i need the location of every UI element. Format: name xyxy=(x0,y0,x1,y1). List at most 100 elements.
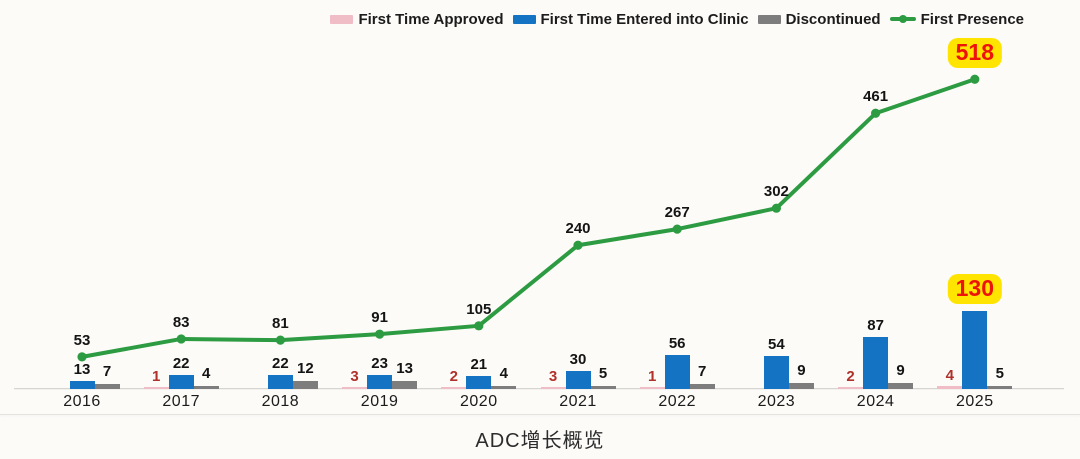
legend-line-marker-icon xyxy=(889,14,916,24)
label-approved-2020: 2 xyxy=(449,367,458,385)
year-label-2017: 2017 xyxy=(162,393,200,410)
label-approved-2021: 3 xyxy=(548,367,558,385)
legend-item-0: First Time Approved xyxy=(330,10,504,28)
label-approved-2025: 4 xyxy=(945,367,954,385)
label-clinic-2024: 87 xyxy=(867,316,884,334)
bar-discontinued-2024 xyxy=(888,383,914,389)
bar-approved-2017 xyxy=(143,386,169,389)
label-clinic-2017: 22 xyxy=(172,355,190,373)
bar-discontinued-2025 xyxy=(987,385,1013,389)
line-point-2018 xyxy=(275,335,285,345)
label-presence-2020: 105 xyxy=(466,300,492,318)
label-presence-2024: 461 xyxy=(863,88,889,106)
chart-legend: First Time Approved First Time Entered in… xyxy=(330,7,1024,31)
label-discontinued-2016: 7 xyxy=(102,363,112,381)
bar-discontinued-2017 xyxy=(193,386,219,389)
bar-clinic-2021 xyxy=(565,370,591,389)
label-presence-2018: 81 xyxy=(272,315,289,333)
year-label-2022: 2022 xyxy=(658,393,696,410)
legend-item-2: Discontinued xyxy=(757,10,881,28)
bar-clinic-2023 xyxy=(763,356,789,389)
bar-clinic-2024 xyxy=(863,336,889,389)
label-presence-2025: 518 xyxy=(947,38,1002,69)
bar-approved-2019 xyxy=(342,386,368,389)
line-point-2024 xyxy=(871,108,881,118)
label-approved-2019: 3 xyxy=(350,367,359,385)
label-presence-2021: 240 xyxy=(565,220,591,238)
legend-item-1: First Time Entered into Clinic xyxy=(512,10,749,28)
label-presence-2017: 83 xyxy=(172,313,190,331)
label-discontinued-2022: 7 xyxy=(698,363,707,381)
label-discontinued-2021: 5 xyxy=(598,364,608,382)
line-point-2020 xyxy=(474,321,484,331)
label-clinic-2023: 54 xyxy=(768,336,785,354)
legend-swatch-icon xyxy=(330,14,354,24)
bar-clinic-2017 xyxy=(168,375,194,389)
bar-approved-2022 xyxy=(639,386,665,389)
label-clinic-2022: 56 xyxy=(668,335,686,353)
label-discontinued-2020: 4 xyxy=(499,365,508,383)
year-label-2023: 2023 xyxy=(757,393,796,410)
line-point-2017 xyxy=(176,334,186,344)
line-point-2021 xyxy=(573,240,583,250)
label-discontinued-2024: 9 xyxy=(896,362,905,380)
line-point-2023 xyxy=(771,203,782,213)
line-point-2022 xyxy=(672,224,682,234)
bar-clinic-2020 xyxy=(466,375,492,389)
bar-clinic-2022 xyxy=(664,355,690,389)
page-fold-line xyxy=(0,414,1080,415)
x-axis-line xyxy=(14,388,1064,389)
line-point-2025 xyxy=(970,74,980,84)
bar-discontinued-2018 xyxy=(292,381,318,389)
year-label-2019: 2019 xyxy=(360,393,399,410)
line-point-2016 xyxy=(77,352,87,362)
label-approved-2022: 1 xyxy=(648,367,657,385)
bar-clinic-2025 xyxy=(962,310,988,389)
legend-swatch-icon xyxy=(512,14,536,24)
year-label-2020: 2020 xyxy=(460,393,498,410)
bar-clinic-2019 xyxy=(367,374,393,389)
bar-discontinued-2019 xyxy=(392,380,418,389)
legend-label: Discontinued xyxy=(785,10,881,28)
label-clinic-2016: 13 xyxy=(73,360,91,378)
bar-approved-2024 xyxy=(838,386,864,389)
label-discontinued-2025: 5 xyxy=(995,364,1004,382)
bar-discontinued-2023 xyxy=(788,383,814,389)
label-clinic-2018: 22 xyxy=(272,355,289,373)
legend-swatch-icon xyxy=(757,14,781,24)
bar-discontinued-2022 xyxy=(689,384,715,389)
bar-approved-2025 xyxy=(937,386,963,389)
bar-discontinued-2020 xyxy=(491,386,517,389)
presence-line xyxy=(81,77,976,359)
label-clinic-2025: 130 xyxy=(947,273,1002,304)
label-clinic-2019: 23 xyxy=(371,354,388,372)
label-presence-2022: 267 xyxy=(664,204,690,222)
line-point-2019 xyxy=(375,329,385,339)
year-label-2025: 2025 xyxy=(956,393,994,410)
bar-approved-2021 xyxy=(540,386,566,389)
bar-clinic-2018 xyxy=(267,375,293,389)
label-presence-2016: 53 xyxy=(73,331,91,349)
legend-label: First Presence xyxy=(920,10,1024,28)
legend-label: First Time Entered into Clinic xyxy=(540,10,749,28)
year-label-2021: 2021 xyxy=(559,393,597,410)
bar-approved-2020 xyxy=(441,386,467,389)
label-presence-2023: 302 xyxy=(763,183,789,201)
bar-discontinued-2021 xyxy=(590,385,616,389)
label-discontinued-2019: 13 xyxy=(396,359,413,377)
label-clinic-2020: 21 xyxy=(470,355,488,373)
year-label-2016: 2016 xyxy=(63,393,101,410)
year-label-2024: 2024 xyxy=(856,393,895,410)
label-discontinued-2018: 12 xyxy=(297,360,314,378)
chart-title: ADC增长概览 xyxy=(475,430,605,452)
label-clinic-2021: 30 xyxy=(569,350,587,368)
label-approved-2017: 1 xyxy=(152,367,161,385)
label-discontinued-2017: 4 xyxy=(202,365,211,383)
label-discontinued-2023: 9 xyxy=(797,362,806,380)
label-presence-2019: 91 xyxy=(371,309,388,327)
legend-label: First Time Approved xyxy=(358,10,504,28)
legend-item-3: First Presence xyxy=(889,10,1024,28)
